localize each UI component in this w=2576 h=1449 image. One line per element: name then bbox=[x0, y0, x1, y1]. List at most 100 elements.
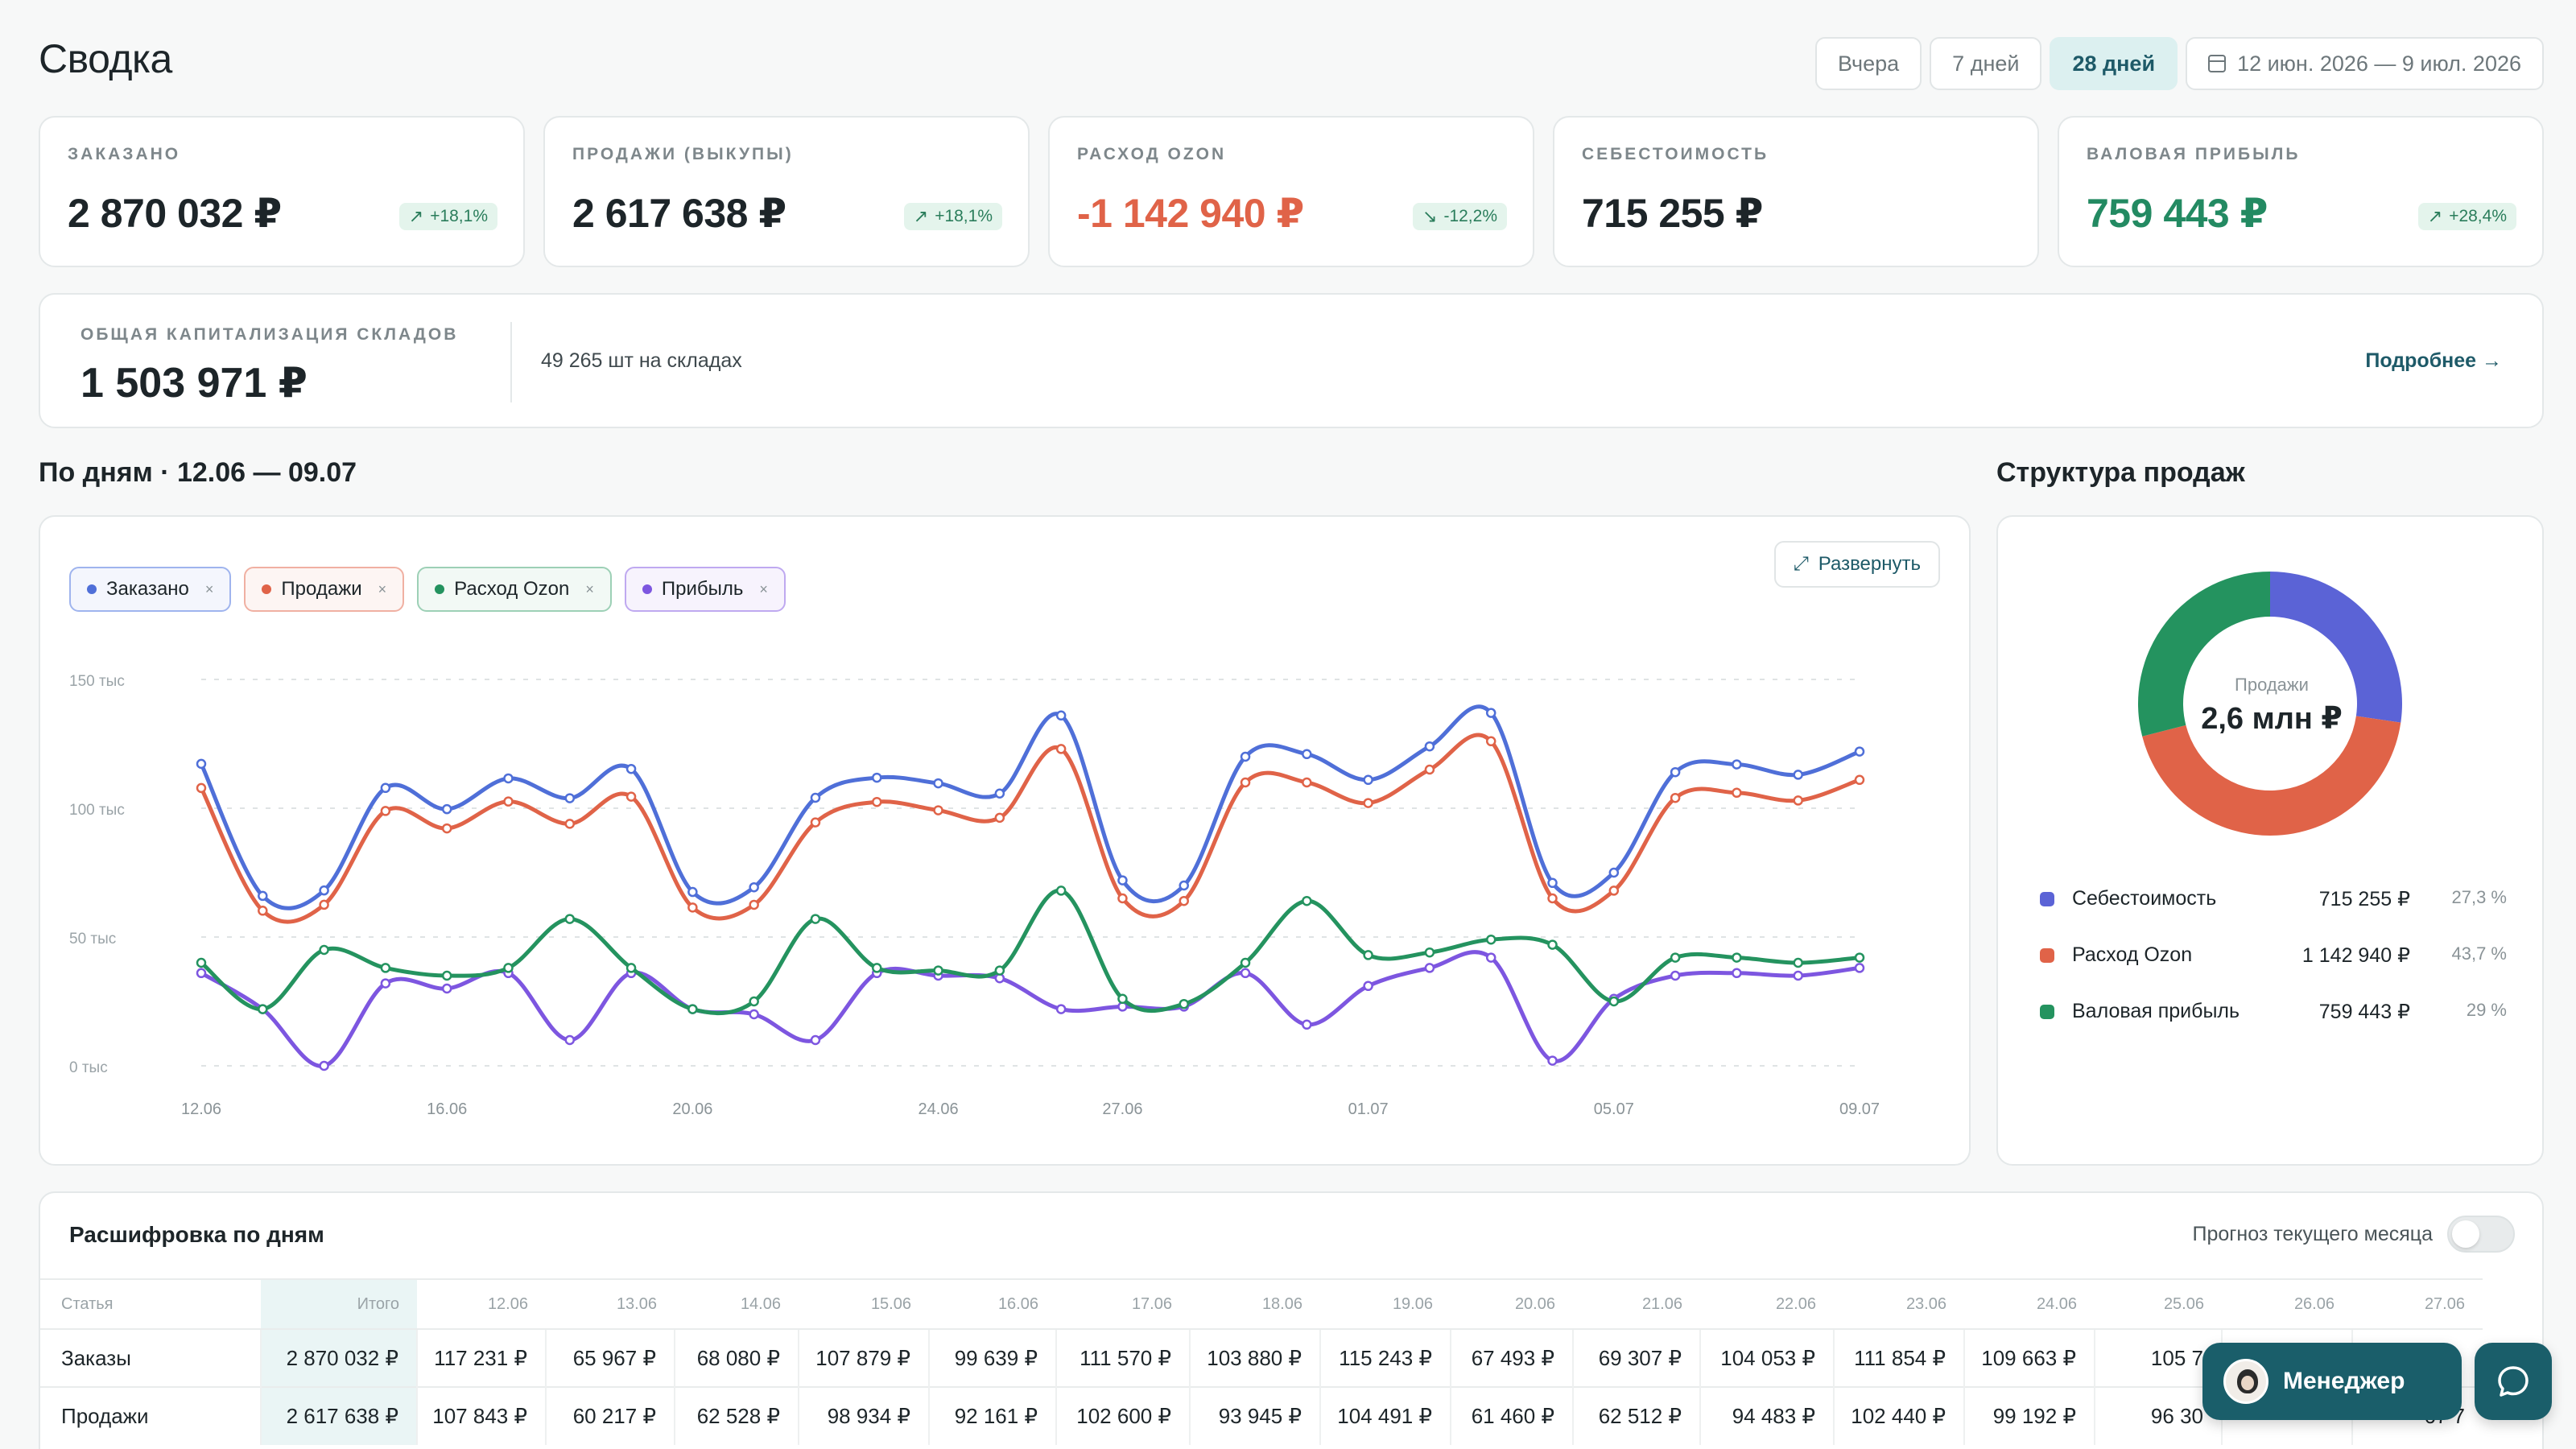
data-point-ozon[interactable] bbox=[1793, 957, 1803, 968]
data-point-profit[interactable] bbox=[810, 1034, 821, 1046]
data-point-ordered[interactable] bbox=[503, 773, 514, 784]
data-point-ozon[interactable] bbox=[1055, 886, 1067, 896]
data-point-sales[interactable] bbox=[1732, 787, 1742, 799]
data-point-profit[interactable] bbox=[319, 1060, 329, 1071]
data-point-ordered[interactable] bbox=[319, 885, 329, 896]
data-point-sales[interactable] bbox=[503, 796, 514, 807]
data-point-sales[interactable] bbox=[994, 812, 1005, 824]
remove-icon[interactable]: × bbox=[585, 580, 594, 597]
donut-segment[interactable] bbox=[2138, 572, 2270, 737]
data-point-sales[interactable] bbox=[258, 906, 268, 916]
remove-icon[interactable]: × bbox=[759, 580, 768, 597]
data-point-sales[interactable] bbox=[1670, 792, 1681, 803]
details-link[interactable]: Подробнее → bbox=[2365, 349, 2502, 372]
data-point-profit[interactable] bbox=[1240, 968, 1251, 979]
data-point-profit[interactable] bbox=[564, 1034, 576, 1046]
forecast-toggle[interactable] bbox=[2447, 1216, 2515, 1253]
data-point-ordered[interactable] bbox=[1608, 867, 1620, 878]
data-point-sales[interactable] bbox=[1608, 886, 1620, 896]
data-point-ozon[interactable] bbox=[1485, 934, 1496, 945]
data-point-ozon[interactable] bbox=[933, 965, 943, 976]
expand-chart-button[interactable]: ⤢ Развернуть bbox=[1773, 541, 1940, 588]
data-point-profit[interactable] bbox=[1732, 968, 1742, 979]
data-point-profit[interactable] bbox=[441, 983, 452, 994]
data-point-sales[interactable] bbox=[441, 823, 452, 834]
date-range-picker[interactable]: 12 июн. 2026 — 9 июл. 2026 bbox=[2186, 37, 2544, 90]
data-point-ordered[interactable] bbox=[872, 772, 882, 783]
data-point-sales[interactable] bbox=[1485, 736, 1496, 747]
data-point-profit[interactable] bbox=[1547, 1055, 1558, 1066]
data-point-ordered[interactable] bbox=[1547, 877, 1558, 889]
data-point-ozon[interactable] bbox=[872, 963, 882, 973]
range-28-days-button[interactable]: 28 дней bbox=[2050, 37, 2178, 90]
data-point-ordered[interactable] bbox=[1732, 759, 1742, 770]
data-point-ozon[interactable] bbox=[503, 963, 514, 973]
data-point-ordered[interactable] bbox=[380, 782, 391, 794]
remove-icon[interactable]: × bbox=[378, 580, 387, 597]
data-point-sales[interactable] bbox=[810, 817, 821, 828]
manager-button[interactable]: Менеджер bbox=[2202, 1343, 2462, 1420]
data-point-sales[interactable] bbox=[564, 819, 576, 829]
data-point-ozon[interactable] bbox=[749, 996, 759, 1007]
data-point-ozon[interactable] bbox=[1854, 952, 1865, 963]
data-point-ozon[interactable] bbox=[1670, 952, 1681, 963]
data-point-profit[interactable] bbox=[196, 968, 207, 979]
data-point-ordered[interactable] bbox=[625, 763, 637, 774]
data-point-sales[interactable] bbox=[749, 899, 759, 910]
data-point-ordered[interactable] bbox=[810, 792, 821, 803]
data-point-ozon[interactable] bbox=[1547, 939, 1558, 950]
data-point-ordered[interactable] bbox=[1793, 770, 1803, 780]
data-point-ordered[interactable] bbox=[687, 886, 698, 898]
data-point-ozon[interactable] bbox=[1179, 998, 1189, 1009]
data-point-profit[interactable] bbox=[749, 1009, 759, 1020]
data-point-ozon[interactable] bbox=[258, 1004, 268, 1014]
data-point-ordered[interactable] bbox=[564, 793, 576, 803]
data-point-sales[interactable] bbox=[933, 805, 943, 815]
data-point-ozon[interactable] bbox=[564, 914, 576, 924]
data-point-sales[interactable] bbox=[872, 796, 882, 807]
data-point-ordered[interactable] bbox=[1117, 875, 1128, 886]
data-point-ordered[interactable] bbox=[196, 758, 207, 770]
data-point-sales[interactable] bbox=[196, 782, 207, 794]
data-point-ordered[interactable] bbox=[1485, 708, 1496, 718]
data-point-profit[interactable] bbox=[1424, 963, 1435, 973]
donut-segment[interactable] bbox=[2142, 716, 2401, 836]
data-point-sales[interactable] bbox=[687, 902, 698, 913]
data-point-ozon[interactable] bbox=[994, 965, 1005, 976]
data-point-sales[interactable] bbox=[1240, 777, 1251, 788]
data-point-ozon[interactable] bbox=[1240, 957, 1251, 968]
data-point-sales[interactable] bbox=[1424, 764, 1435, 775]
data-point-profit[interactable] bbox=[380, 978, 391, 989]
data-point-ozon[interactable] bbox=[810, 914, 821, 924]
data-point-sales[interactable] bbox=[1055, 744, 1067, 754]
data-point-ozon[interactable] bbox=[1608, 996, 1620, 1007]
data-point-sales[interactable] bbox=[1793, 795, 1803, 806]
legend-chip-sales[interactable]: Продажи × bbox=[244, 567, 405, 612]
legend-chip-ordered[interactable]: Заказано × bbox=[69, 567, 232, 612]
data-point-sales[interactable] bbox=[1854, 774, 1865, 786]
data-point-ozon[interactable] bbox=[687, 1004, 698, 1014]
data-point-sales[interactable] bbox=[1363, 798, 1373, 808]
data-point-ordered[interactable] bbox=[994, 788, 1005, 799]
data-point-profit[interactable] bbox=[1670, 970, 1681, 981]
data-point-profit[interactable] bbox=[1363, 980, 1373, 992]
data-point-ozon[interactable] bbox=[196, 957, 207, 968]
data-point-ordered[interactable] bbox=[749, 881, 759, 893]
data-point-ozon[interactable] bbox=[319, 944, 329, 956]
data-point-sales[interactable] bbox=[380, 806, 391, 816]
data-point-ordered[interactable] bbox=[441, 803, 452, 815]
legend-chip-profit[interactable]: Прибыль × bbox=[624, 567, 786, 612]
remove-icon[interactable]: × bbox=[204, 580, 214, 597]
data-point-sales[interactable] bbox=[1179, 895, 1189, 906]
data-point-ozon[interactable] bbox=[1424, 947, 1435, 958]
data-point-ordered[interactable] bbox=[1363, 774, 1373, 786]
data-point-ordered[interactable] bbox=[1179, 880, 1189, 891]
data-point-ozon[interactable] bbox=[1363, 950, 1373, 960]
data-point-ordered[interactable] bbox=[1240, 751, 1251, 762]
data-point-profit[interactable] bbox=[1793, 970, 1803, 981]
data-point-ozon[interactable] bbox=[380, 963, 391, 973]
range-7-days-button[interactable]: 7 дней bbox=[1930, 37, 2042, 90]
data-point-sales[interactable] bbox=[1117, 893, 1128, 904]
data-point-ordered[interactable] bbox=[933, 778, 943, 789]
data-point-profit[interactable] bbox=[1854, 963, 1865, 973]
